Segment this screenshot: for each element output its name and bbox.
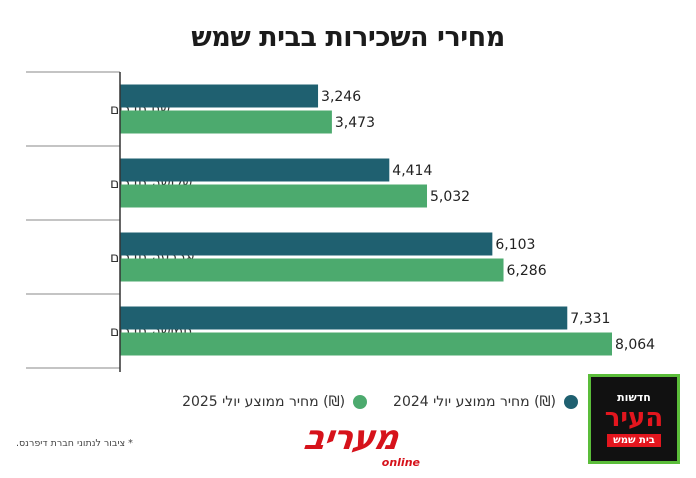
bar-2024 bbox=[120, 306, 568, 330]
data-label: 8,064 bbox=[615, 337, 655, 353]
local-news-badge: חדשות העיר בית שמש bbox=[588, 374, 680, 464]
source-footnote: * ציבור לנתוני חברת דיפרנס. bbox=[16, 438, 133, 449]
maariv-logo-text: מעריב bbox=[301, 418, 401, 458]
badge-main-text: העיר bbox=[604, 402, 664, 433]
data-label: 4,414 bbox=[392, 163, 432, 179]
chart-title: מחירי השכירות בבית שמש bbox=[191, 22, 505, 53]
legend-swatch-2025 bbox=[353, 395, 368, 409]
bar-2025 bbox=[120, 258, 504, 282]
maariv-logo-sub: online bbox=[381, 456, 420, 469]
data-label: 7,331 bbox=[570, 311, 610, 327]
data-label: 6,286 bbox=[507, 263, 547, 279]
badge-top-text: חדשות bbox=[617, 390, 651, 404]
legend-label-2024: (₪) מחיר ממוצע יולי 2024 bbox=[393, 394, 556, 410]
bar-2024 bbox=[120, 232, 493, 256]
legend-label-2025: (₪) מחיר ממוצע יולי 2025 bbox=[182, 394, 346, 410]
data-label: 5,032 bbox=[430, 189, 470, 205]
data-label: 3,473 bbox=[335, 115, 375, 131]
bar-2024 bbox=[120, 84, 319, 108]
legend-swatch-2024 bbox=[564, 395, 578, 409]
bar-2025 bbox=[120, 332, 612, 356]
maariv-logo: מעריב online bbox=[278, 418, 424, 470]
data-label: 6,103 bbox=[495, 237, 535, 253]
bar-2025 bbox=[120, 110, 332, 134]
chart-legend: (₪) מחיר ממוצע יולי 2024 (₪) מחיר ממוצע … bbox=[118, 394, 578, 410]
badge-bottom-text: בית שמש bbox=[607, 433, 661, 447]
bar-2024 bbox=[120, 158, 390, 182]
data-label: 3,246 bbox=[321, 89, 361, 105]
legend-item-2025: (₪) מחיר ממוצע יולי 2025 bbox=[182, 394, 368, 410]
legend-item-2024: (₪) מחיר ממוצע יולי 2024 bbox=[393, 394, 578, 410]
bar-2025 bbox=[120, 184, 428, 208]
